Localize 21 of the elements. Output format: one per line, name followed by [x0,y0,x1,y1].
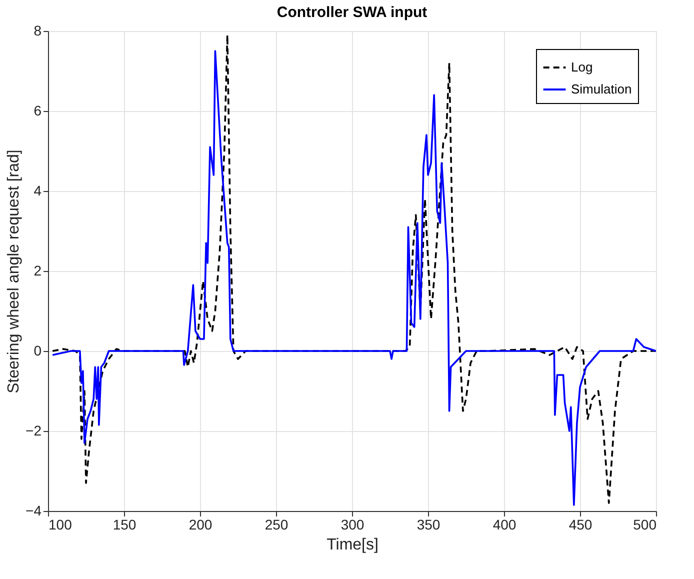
x-axis-title: Time[s] [326,536,378,554]
x-tick-label: 250 [264,516,288,532]
x-tick-label: 450 [568,516,592,532]
y-tick-label: 6 [34,102,42,118]
y-tick-label: −2 [26,422,42,438]
x-tick-label: 100 [48,516,72,532]
x-tick-label: 350 [416,516,440,532]
y-axis-title: Steering wheel angle request [rad] [6,150,23,394]
x-tick-label: 150 [112,516,136,532]
legend-label: Simulation [571,82,632,96]
chart-title: Controller SWA input [276,4,428,21]
y-tick-label: 0 [34,342,42,358]
legend-label: Log [571,60,593,74]
y-tick-label: 8 [34,22,42,38]
y-tick-label: 2 [34,262,42,278]
x-tick-label: 200 [188,516,212,532]
x-tick-label: 300 [340,516,364,532]
y-tick-label: 4 [34,182,42,198]
y-tick-label: −4 [26,502,42,518]
x-tick-label: 500 [633,516,657,532]
x-tick-label: 400 [492,516,516,532]
